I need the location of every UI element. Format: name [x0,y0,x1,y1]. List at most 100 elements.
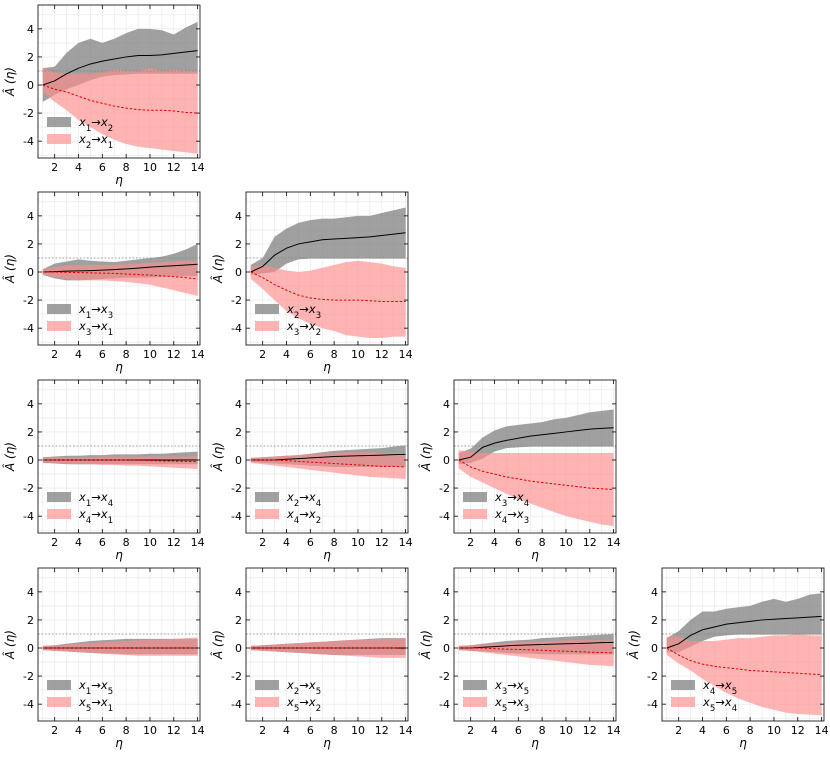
x-tick-label: 14 [191,161,205,174]
series-line-reverse [458,647,614,654]
x-tick-label: 14 [399,348,413,361]
x-tick-label: 8 [539,536,546,549]
legend-swatch [47,492,71,502]
band-reverse [42,260,198,296]
x-tick-label: 2 [51,536,58,549]
legend-swatch [255,697,279,707]
y-axis-label: Â (η) [2,67,17,97]
legend-label: x5→x1 [78,695,113,714]
y-tick-label: -2 [23,482,34,495]
plot-area [454,633,616,667]
legend-label: x5→x4 [702,695,737,714]
y-tick-label: 2 [235,614,242,627]
series-line-reverse [250,459,406,468]
axes-frame [37,567,201,722]
legend-entry-forward: x1→x4 [47,490,113,509]
legend-swatch [255,321,279,331]
y-tick-label: -2 [23,294,34,307]
band-reverse [42,68,198,154]
x-tick-label: 10 [351,724,365,737]
y-tick-label: 4 [27,398,34,411]
x-tick-label: 12 [583,724,597,737]
x-tick-label: 8 [331,724,338,737]
series-line-reverse [250,647,406,650]
x-tick-label: 4 [75,348,82,361]
x-tick-label: 10 [351,348,365,361]
axes-frame [245,191,409,346]
legend-entry-reverse: x2→x1 [47,132,113,151]
y-tick-label: -4 [231,698,242,711]
x-axis-label: η [323,548,331,562]
x-tick-label: 12 [791,724,805,737]
axes-frame [453,379,617,534]
y-tick-label: 2 [235,238,242,251]
x-tick-label: 8 [123,536,130,549]
legend-label: x4→x2 [286,507,321,526]
y-axis-label: Â (η) [210,254,225,284]
x-tick-label: 14 [191,724,205,737]
x-tick-label: 4 [283,724,290,737]
y-axis-label: Â (η) [2,630,17,660]
y-tick-label: -4 [439,698,450,711]
y-tick-label: -2 [647,670,658,683]
legend-entry-forward: x4→x5 [671,678,737,697]
y-tick-label: -4 [231,510,242,523]
axes-frame [37,4,201,159]
y-tick-label: -2 [439,670,450,683]
x-tick-label: 14 [607,724,621,737]
y-tick-label: 4 [443,398,450,411]
x-tick-label: 4 [283,348,290,361]
y-tick-label: 4 [235,398,242,411]
y-tick-label: -4 [231,322,242,335]
legend-entry-reverse: x4→x2 [255,507,321,526]
y-tick-label: -2 [231,294,242,307]
x-tick-label: 14 [607,536,621,549]
legend-swatch [47,680,71,690]
legend-entry-forward: x2→x3 [255,302,321,321]
legend-entry-reverse: x5→x3 [463,695,529,714]
legend-label: x5→x2 [286,695,321,714]
series-line-forward [250,453,406,461]
series-line-forward [42,263,198,273]
y-tick-label: -2 [231,482,242,495]
x-tick-label: 6 [99,536,106,549]
plot-area [38,243,200,296]
axes-frame [37,379,201,534]
axes-frame [453,567,617,722]
x-tick-label: 8 [123,161,130,174]
series-line-forward [250,232,406,273]
band-reverse [42,637,198,656]
x-tick-label: 6 [515,724,522,737]
y-tick-label: -2 [439,482,450,495]
plot-area [38,445,200,470]
x-tick-label: 8 [123,724,130,737]
legend-entry-reverse: x5→x4 [671,695,737,714]
x-tick-label: 6 [99,348,106,361]
x-axis-label: η [323,736,331,750]
y-tick-label: 0 [651,642,658,655]
legend-label: x2→x1 [78,132,113,151]
legend-swatch [463,697,487,707]
x-tick-label: 14 [399,724,413,737]
x-tick-label: 10 [143,724,157,737]
x-tick-label: 2 [259,348,266,361]
x-tick-label: 12 [167,348,181,361]
legend-swatch [671,697,695,707]
x-tick-label: 2 [259,536,266,549]
legend-swatch [255,492,279,502]
y-tick-label: -4 [23,135,34,148]
legend-entry-forward: x1→x2 [47,115,113,134]
x-tick-label: 4 [75,161,82,174]
y-tick-label: -4 [23,698,34,711]
band-reverse [666,633,822,716]
x-tick-label: 8 [539,724,546,737]
plot-area [38,633,200,656]
series-line-forward [42,50,198,86]
legend-swatch [47,134,71,144]
x-tick-label: 10 [143,348,157,361]
plot-area [246,633,408,658]
